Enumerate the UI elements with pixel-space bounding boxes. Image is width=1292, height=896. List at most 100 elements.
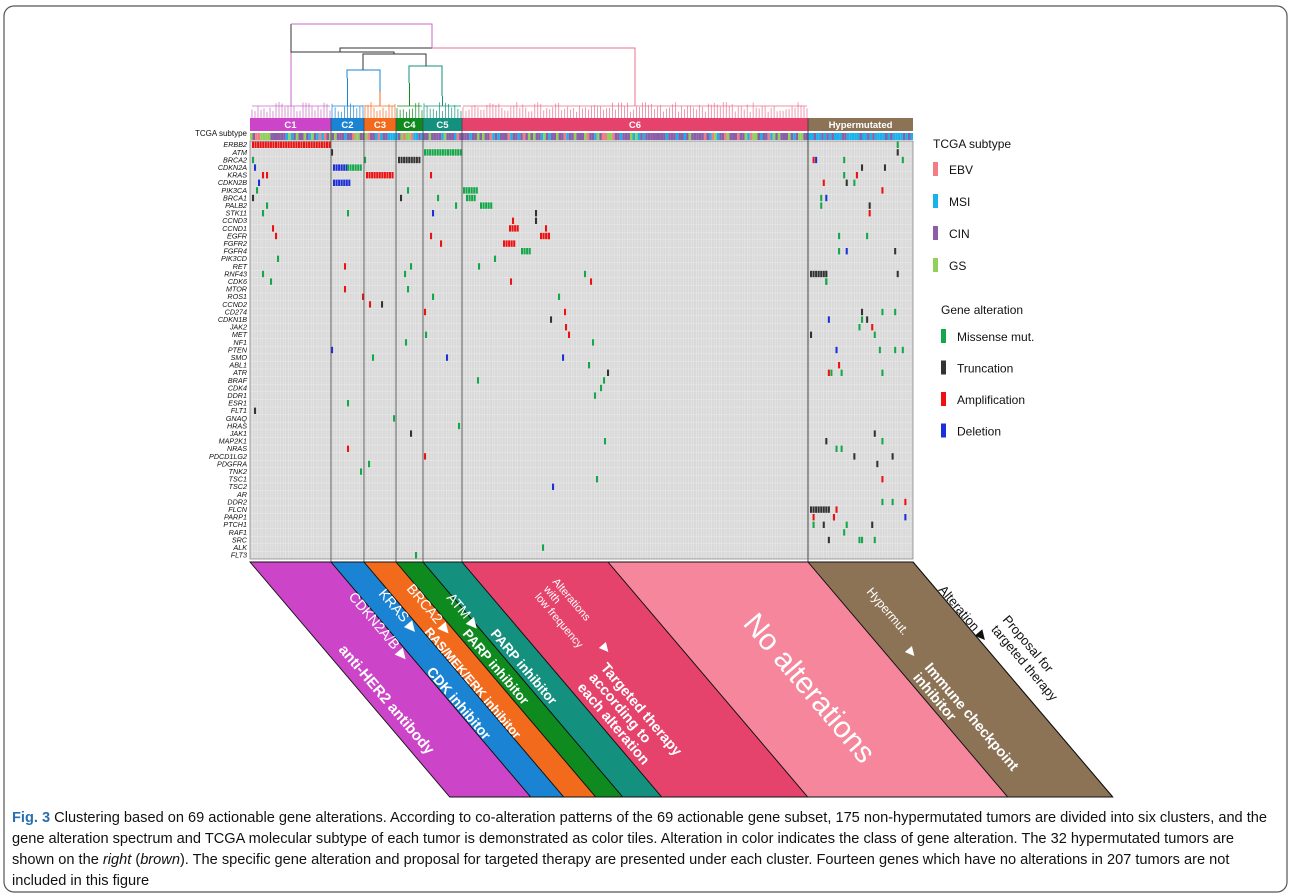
alteration-tile xyxy=(894,346,897,354)
alteration-tile xyxy=(424,308,427,316)
gene-label: HRAS xyxy=(227,421,247,430)
caption-italic-right: right xyxy=(102,852,132,868)
alteration-tile xyxy=(526,248,529,255)
alteration-tile xyxy=(894,248,897,255)
subtype-tile xyxy=(520,133,523,140)
alteration-tile xyxy=(861,316,864,323)
alteration-tile xyxy=(415,156,418,164)
subtype-tile xyxy=(354,133,358,140)
alteration-tile xyxy=(820,270,823,278)
subtype-tile xyxy=(530,133,534,140)
gene-label: BRCA2 xyxy=(223,155,247,164)
subtype-tile xyxy=(762,133,766,140)
subtype-tile xyxy=(499,133,503,140)
subtype-tile xyxy=(665,133,669,140)
alteration-tile xyxy=(340,179,343,186)
subtype-tile xyxy=(538,133,541,140)
alteration-tile xyxy=(866,316,869,323)
subtype-tile xyxy=(392,133,396,140)
alteration-tile xyxy=(535,210,538,217)
alteration-tile xyxy=(446,354,449,361)
subtype-tile xyxy=(798,133,801,140)
alteration-tile xyxy=(827,316,830,323)
subtype-tile xyxy=(431,133,434,140)
alteration-tile xyxy=(386,172,389,179)
subtype-tile xyxy=(703,133,707,140)
gene-label: CDKN1B xyxy=(218,315,247,324)
alteration-tile xyxy=(466,194,469,202)
alteration-tile xyxy=(881,476,884,483)
alteration-tile xyxy=(308,141,311,148)
subtype-tile xyxy=(586,133,590,140)
alteration-tile xyxy=(352,164,355,171)
gene-label: JAK2 xyxy=(229,323,247,332)
alteration-tile xyxy=(473,187,476,194)
alteration-tile xyxy=(264,141,267,148)
alteration-tile xyxy=(410,263,413,270)
subtype-tile xyxy=(803,133,806,140)
alteration-tile xyxy=(535,217,538,224)
alteration-tile xyxy=(262,141,265,148)
alteration-tile xyxy=(373,172,376,179)
alteration-tile xyxy=(825,194,828,202)
alteration-tile xyxy=(364,156,367,164)
subtype-tile xyxy=(369,133,373,140)
subtype-tile xyxy=(308,133,312,140)
alteration-tile xyxy=(817,506,820,513)
alteration-tile xyxy=(881,308,884,316)
subtype-tile xyxy=(895,133,898,140)
subtype-tile xyxy=(507,133,511,140)
subtype-tile xyxy=(357,133,360,140)
cluster-label: C5 xyxy=(436,120,449,131)
alteration-tile xyxy=(825,506,828,513)
alteration-tile xyxy=(459,149,462,156)
subtype-tile xyxy=(693,133,697,140)
subtype-tile xyxy=(476,133,480,140)
subtype-tile xyxy=(390,133,393,140)
subtype-tile xyxy=(403,133,406,140)
subtype-tile xyxy=(469,133,472,140)
alteration-tile xyxy=(470,187,473,194)
subtype-tile xyxy=(589,133,592,140)
subtype-tile xyxy=(257,133,261,140)
alteration-tile xyxy=(287,141,290,148)
subtype-tile xyxy=(576,133,579,140)
gene-label: DDR1 xyxy=(227,391,247,400)
subtype-tile xyxy=(879,133,883,140)
dendrogram-join xyxy=(408,65,443,96)
subtype-tile xyxy=(494,133,498,140)
subtype-tile xyxy=(428,133,432,140)
subtype-tile xyxy=(415,133,419,140)
alteration-tile xyxy=(562,354,565,361)
subtype-row-label: TCGA subtype xyxy=(195,129,248,138)
subtype-tile xyxy=(854,133,857,140)
alteration-tile xyxy=(604,438,607,445)
subtype-tile xyxy=(306,133,309,140)
alteration-tile xyxy=(514,225,517,232)
subtype-tile xyxy=(492,133,495,140)
subtype-tile xyxy=(295,133,299,140)
subtype-tile xyxy=(839,133,842,140)
subtype-tile xyxy=(678,133,681,140)
alteration-tile xyxy=(393,415,396,422)
gene-label: RET xyxy=(233,262,248,271)
subtype-tile xyxy=(884,133,888,140)
subtype-tile xyxy=(352,133,355,140)
alteration-tile xyxy=(292,141,295,148)
subtype-tile xyxy=(887,133,891,140)
alteration-tile xyxy=(349,164,352,171)
alteration-tile xyxy=(478,263,481,270)
alteration-tile xyxy=(429,149,432,156)
alteration-tile xyxy=(436,149,439,156)
subtype-tile xyxy=(267,133,271,140)
alteration-tile xyxy=(252,194,255,202)
alteration-tile xyxy=(861,308,864,316)
legend: TCGA subtype EBV MSI CIN GS Gene alteration Mi… xyxy=(933,137,1034,439)
alteration-tile xyxy=(843,529,846,536)
alteration-tile xyxy=(391,172,394,179)
cluster-bar-c6 xyxy=(462,118,808,131)
gene-label: MAP2K1 xyxy=(219,437,247,446)
subtype-tile xyxy=(864,133,868,140)
alteration-tile xyxy=(810,506,813,513)
alteration-tile xyxy=(305,141,308,148)
